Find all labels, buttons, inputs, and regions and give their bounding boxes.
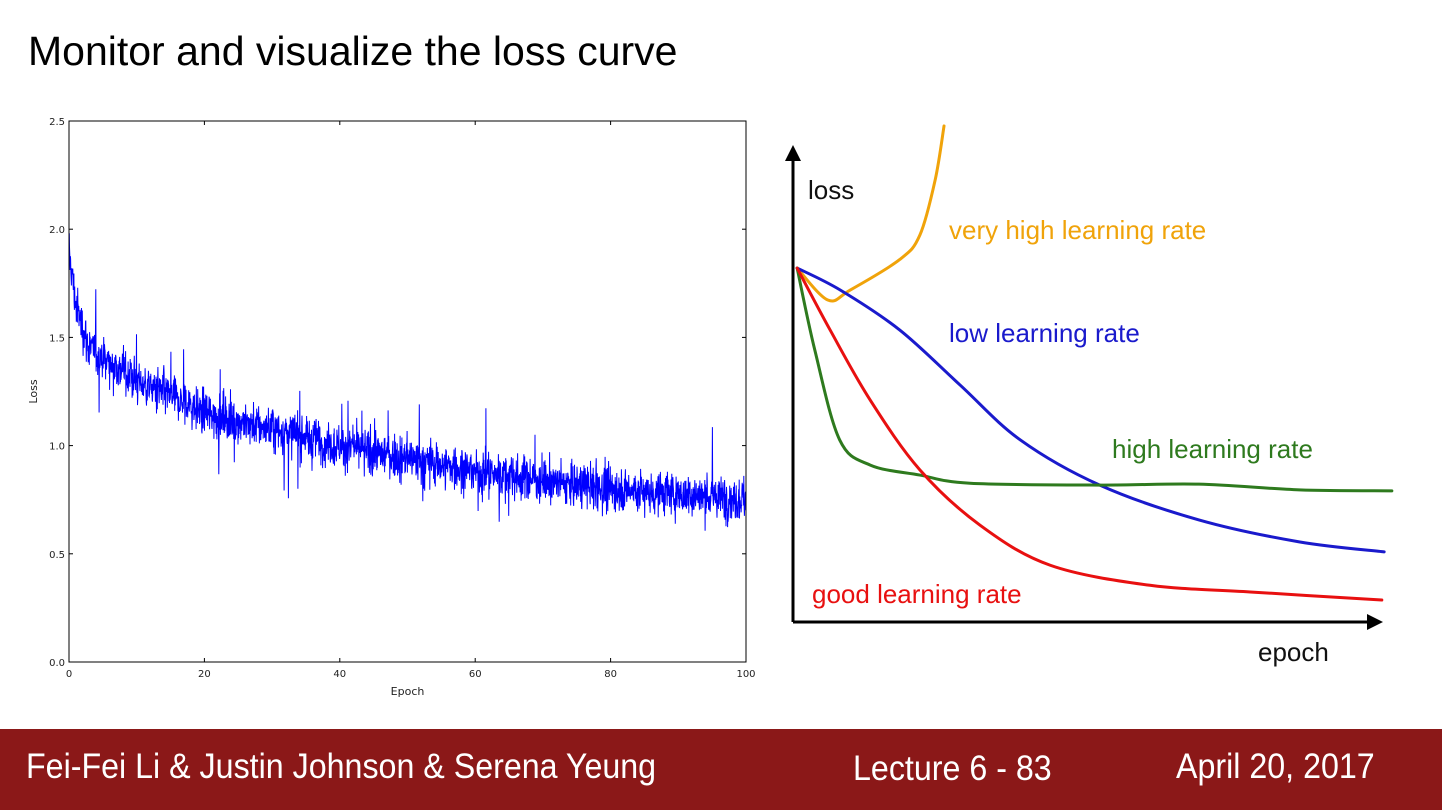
plot-frame: [68, 120, 747, 663]
y-axis-label: Loss: [27, 379, 40, 403]
x-tick-label: 80: [604, 669, 617, 680]
slide-footer: Fei-Fei Li & Justin Johnson & Serena Yeu…: [0, 729, 1442, 810]
low-lr-curve: [795, 266, 1386, 554]
high-lr-label: high learning rate: [1112, 434, 1313, 464]
y-axis-arrow-icon: [785, 145, 801, 161]
y-tick-label: 2.5: [49, 117, 65, 128]
x-axis-label: epoch: [1258, 637, 1329, 667]
x-tick-label: 60: [469, 669, 482, 680]
y-tick-label: 2.0: [49, 225, 65, 236]
loss-vs-epoch-plot: 0 20 40 60 80 100 0.0 0.5 1.0 1.5 2.0 2.5 Epoch Loss: [27, 117, 756, 698]
y-tick-label: 1.0: [49, 442, 65, 453]
footer-date: April 20, 2017: [1176, 747, 1375, 786]
y-axis-label: loss: [808, 175, 854, 205]
x-tick-label: 0: [66, 669, 72, 680]
high-lr-curve: [795, 266, 1394, 493]
learning-rate-diagram: loss epoch very high learning rate low lear…: [785, 124, 1394, 667]
slide-title: Monitor and visualize the loss curve: [28, 28, 678, 74]
y-tick-label: 0.0: [49, 658, 65, 669]
y-tick-label: 1.5: [49, 333, 65, 344]
low-lr-label: low learning rate: [949, 318, 1140, 348]
x-axis-label: Epoch: [391, 685, 425, 698]
very-high-lr-label: very high learning rate: [949, 215, 1206, 245]
very-high-lr-curve: [795, 124, 946, 303]
x-tick-label: 100: [736, 669, 755, 680]
footer-authors: Fei-Fei Li & Justin Johnson & Serena Yeu…: [26, 747, 657, 786]
x-axis-arrow-icon: [1367, 614, 1383, 630]
loss-series-line: [68, 233, 747, 531]
x-tick-label: 20: [198, 669, 211, 680]
charts: 0 20 40 60 80 1000.00.51.01.52.02.5EpochLoss …: [27, 117, 1394, 698]
x-tick-label: 40: [333, 669, 346, 680]
footer-lecture: Lecture 6 - 83: [853, 749, 1052, 788]
good-lr-label: good learning rate: [812, 579, 1022, 609]
y-tick-label: 0.5: [49, 550, 65, 561]
good-lr-curve: [795, 266, 1384, 602]
